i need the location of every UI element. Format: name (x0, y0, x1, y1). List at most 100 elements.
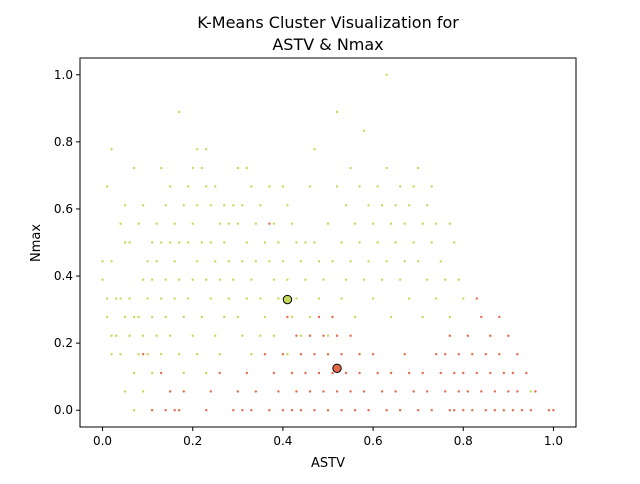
data-point-cluster-0 (141, 204, 145, 207)
x-tick-label: 0.2 (183, 434, 202, 448)
data-point-cluster-0 (421, 315, 424, 319)
data-point-cluster-0 (164, 278, 167, 281)
data-points (101, 73, 555, 412)
data-point-cluster-0 (141, 278, 145, 281)
data-point-cluster-1 (218, 371, 221, 375)
data-point-cluster-1 (168, 390, 172, 393)
x-tick-label: 0.6 (364, 434, 383, 448)
data-point-cluster-0 (191, 222, 194, 225)
data-point-cluster-1 (412, 390, 415, 393)
data-point-cluster-0 (168, 241, 172, 244)
data-point-cluster-1 (349, 334, 352, 337)
data-point-cluster-0 (272, 222, 276, 225)
data-point-cluster-0 (110, 353, 113, 356)
data-point-cluster-0 (196, 148, 199, 151)
data-point-cluster-0 (313, 148, 316, 151)
data-point-cluster-1 (290, 409, 294, 412)
data-point-cluster-0 (430, 185, 433, 188)
data-point-cluster-0 (277, 297, 280, 300)
data-point-cluster-1 (308, 390, 312, 393)
data-point-cluster-0 (128, 334, 131, 337)
centroid-cluster-1 (332, 363, 342, 373)
data-point-cluster-0 (250, 353, 253, 356)
data-point-cluster-0 (110, 260, 113, 263)
data-point-cluster-0 (263, 315, 267, 319)
x-tick-label: 0.0 (93, 434, 112, 448)
data-point-cluster-0 (426, 204, 429, 207)
data-point-cluster-1 (304, 371, 307, 375)
data-point-cluster-0 (286, 204, 289, 207)
data-point-cluster-0 (146, 297, 149, 300)
data-point-cluster-1 (164, 409, 167, 412)
data-point-cluster-1 (331, 371, 334, 375)
data-point-cluster-1 (362, 390, 366, 393)
data-point-cluster-1 (376, 371, 379, 375)
data-point-cluster-1 (286, 315, 289, 319)
data-point-cluster-1 (380, 390, 384, 393)
data-point-cluster-0 (308, 315, 312, 319)
data-point-cluster-0 (223, 315, 226, 319)
data-point-cluster-1 (471, 353, 474, 356)
data-point-cluster-0 (178, 110, 181, 114)
data-point-cluster-0 (105, 297, 109, 300)
data-point-cluster-1 (493, 409, 497, 412)
data-point-cluster-0 (123, 315, 127, 319)
data-point-cluster-0 (439, 260, 442, 263)
data-point-cluster-0 (223, 204, 226, 207)
data-point-cluster-0 (435, 222, 438, 225)
data-point-cluster-0 (263, 241, 267, 244)
chart-title-line1: K-Means Cluster Visualization for (197, 13, 459, 32)
data-point-cluster-0 (462, 297, 465, 300)
data-point-cluster-0 (168, 334, 172, 337)
data-point-cluster-0 (128, 297, 131, 300)
data-point-cluster-0 (245, 166, 249, 170)
data-point-cluster-0 (308, 185, 312, 188)
data-point-cluster-0 (448, 222, 451, 225)
data-point-cluster-0 (218, 222, 221, 225)
data-point-cluster-0 (268, 260, 271, 263)
data-point-cluster-0 (132, 409, 136, 412)
data-point-cluster-0 (205, 371, 208, 375)
data-point-cluster-0 (317, 297, 321, 300)
data-point-cluster-1 (511, 371, 515, 375)
data-point-cluster-1 (232, 409, 235, 412)
data-point-cluster-0 (236, 166, 240, 170)
data-point-cluster-0 (380, 278, 384, 281)
data-point-cluster-0 (236, 315, 240, 319)
data-point-cluster-1 (209, 390, 212, 393)
data-point-cluster-1 (308, 334, 312, 337)
data-point-cluster-0 (132, 315, 136, 319)
data-point-cluster-1 (448, 409, 451, 412)
data-point-cluster-0 (191, 334, 194, 337)
data-point-cluster-0 (214, 334, 217, 337)
data-point-cluster-0 (453, 241, 456, 244)
data-point-cluster-0 (110, 148, 113, 151)
data-point-cluster-0 (114, 334, 118, 337)
data-point-cluster-0 (376, 185, 379, 188)
data-point-cluster-1 (498, 315, 501, 319)
data-point-cluster-0 (322, 278, 325, 281)
data-point-cluster-1 (236, 390, 240, 393)
data-point-cluster-0 (353, 222, 357, 225)
data-point-cluster-0 (101, 278, 104, 281)
data-point-cluster-1 (462, 409, 465, 412)
data-point-cluster-0 (178, 278, 181, 281)
data-point-cluster-1 (493, 390, 497, 393)
data-point-cluster-0 (241, 260, 244, 263)
data-point-cluster-0 (150, 371, 154, 375)
data-point-cluster-0 (272, 334, 276, 337)
data-point-cluster-1 (263, 353, 267, 356)
data-point-cluster-0 (146, 353, 149, 356)
data-point-cluster-0 (105, 315, 109, 319)
data-point-cluster-0 (444, 278, 447, 281)
data-point-cluster-0 (349, 166, 352, 170)
y-axis-label: Nmax (29, 224, 44, 262)
data-point-cluster-1 (272, 371, 276, 375)
data-point-cluster-0 (159, 166, 163, 170)
data-point-cluster-0 (236, 222, 240, 225)
data-point-cluster-0 (313, 241, 316, 244)
data-point-cluster-0 (250, 278, 253, 281)
data-point-cluster-0 (155, 222, 158, 225)
y-tick-label: 0.6 (54, 202, 73, 216)
data-point-cluster-1 (344, 371, 348, 375)
